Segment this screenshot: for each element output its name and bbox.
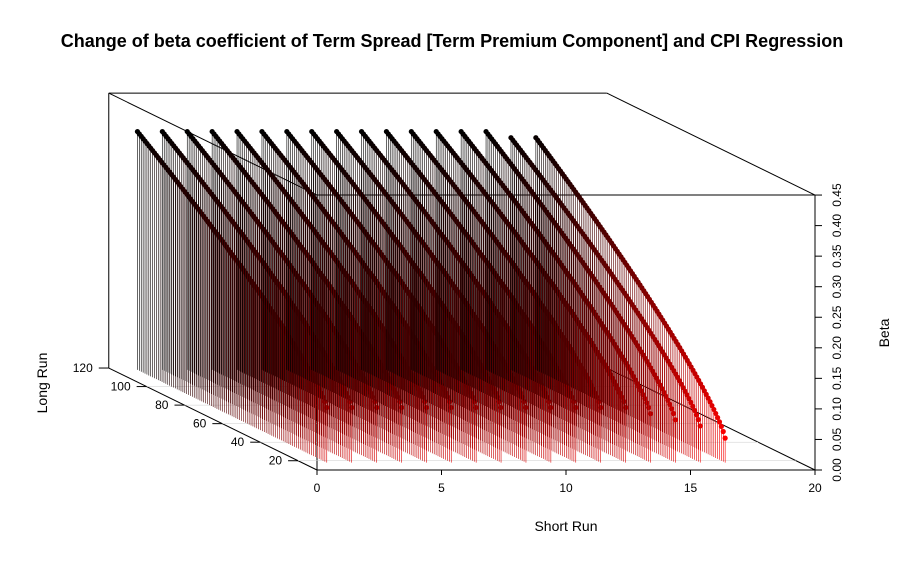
z-tick-label: 0.35 [830,244,844,268]
y-tick-label: 20 [269,454,283,468]
x-tick-label: 20 [808,481,822,495]
y-axis: 20 40 60 80 100 120 [73,361,299,468]
z-tick-label: 0.40 [830,214,844,238]
y-tick-label: 40 [231,435,245,449]
data-point [711,406,717,413]
data-point [718,423,724,430]
x-tick-label: 0 [314,481,321,495]
box-edge [606,92,816,196]
data-point [714,414,721,421]
x-tick-label: 10 [559,481,573,495]
z-tick-label: 0.15 [830,366,844,390]
series-17 [533,135,728,463]
z-tick-label: 0.45 [830,183,844,207]
y-axis-title: Long Run [34,353,50,414]
x-tick-label: 5 [438,481,445,495]
y-tick-label: 100 [111,380,131,394]
y-tick-label: 60 [193,417,207,431]
data-point [713,410,719,417]
data-point [720,428,726,435]
data-series-layer [134,128,728,463]
box-edge [108,367,318,471]
data-point [709,402,715,409]
z-tick-label: 0.30 [830,275,844,299]
y-tick-label: 120 [73,361,93,375]
data-point [722,435,728,441]
z-axis-title: Beta [876,318,892,347]
chart-title: Change of beta coefficient of Term Sprea… [61,31,843,51]
data-point [716,419,723,425]
z-tick-label: 0.25 [830,305,844,329]
z-tick-label: 0.00 [830,458,844,482]
z-tick-label: 0.20 [830,336,844,360]
x-tick-label: 15 [684,481,698,495]
z-tick-label: 0.10 [830,397,844,421]
box-edge [108,92,318,196]
z-axis: 0.00 0.05 0.10 0.15 0.20 0.25 0.30 0.35 0.40 0.45 [815,183,844,482]
z-tick-label: 0.05 [830,427,844,451]
x-axis: 0 5 10 15 20 [314,470,822,495]
x-axis-title: Short Run [534,518,597,534]
y-tick-label: 80 [155,398,169,412]
